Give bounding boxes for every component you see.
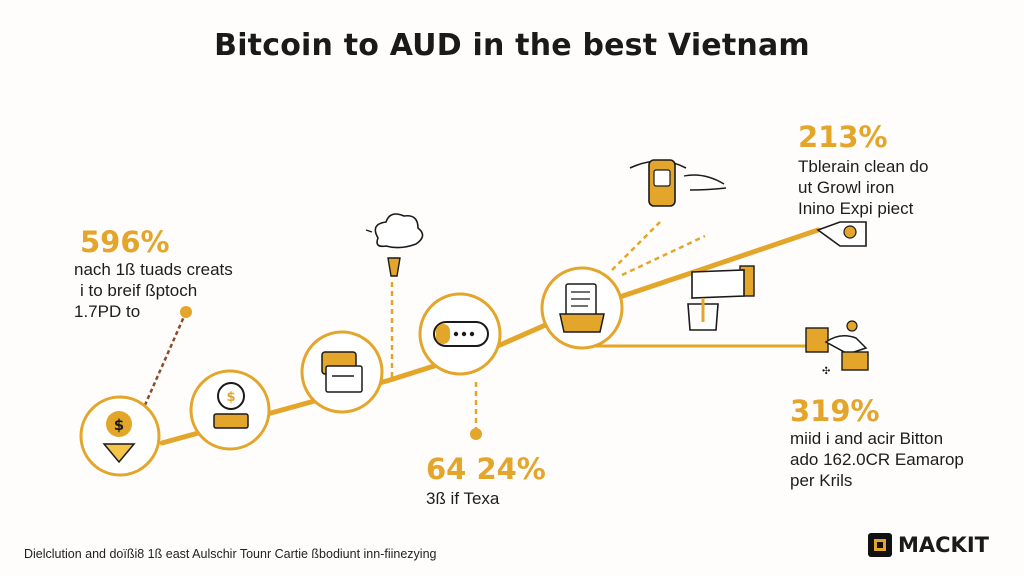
stat-top-right-line-1: Tblerain clean do	[798, 157, 929, 176]
coffee-cup-icon	[687, 265, 755, 331]
chat-card-icon	[418, 292, 502, 376]
stat-top-right-line-3: Inino Expi piect	[798, 199, 914, 218]
dollar-tag-icon: $	[79, 395, 161, 477]
stat-bottom-right-value: 319%	[790, 394, 880, 428]
phone-card-icon	[629, 159, 727, 207]
stat-left-value: 596%	[80, 225, 170, 259]
page-title: Bitcoin to AUD in the best Vietnam	[214, 28, 810, 63]
svg-text:$: $	[114, 416, 124, 434]
stat-left: 596% nach 1ß tuads creats i to breif ßpt…	[74, 225, 233, 322]
connector-phone-b	[621, 234, 706, 277]
stat-bottom-mid: 64 24% 3ß if Texa	[426, 452, 546, 509]
brand-logo: MACKIT	[868, 533, 989, 557]
stat-left-line-1: nach 1ß tuads creats	[74, 260, 233, 279]
stat-bottom-right-line-2: ado 162.0CR Eamarop	[790, 450, 964, 469]
money-bag-icon: $	[189, 369, 271, 451]
handshake-icon	[816, 221, 867, 247]
hand-coin-icon: ✣	[805, 320, 869, 377]
connector-left	[143, 311, 188, 406]
stat-left-line-2: i to breif ßptoch	[80, 281, 198, 300]
document-folder-icon	[540, 266, 624, 350]
connector-bottom-dot	[470, 428, 482, 440]
stat-bottom-mid-value: 64 24%	[426, 452, 546, 486]
brand-name: MACKIT	[898, 533, 989, 557]
svg-text:✣: ✣	[822, 366, 830, 377]
connector-phone-a	[611, 221, 661, 271]
footer-note: Dielclution and doïßi8 1ß east Aulschir …	[24, 547, 437, 561]
brand-mark-icon	[868, 533, 892, 557]
stat-bottom-right-line-3: per Krils	[790, 471, 853, 490]
stat-left-line-3: 1.7PD to	[74, 302, 141, 321]
stat-top-right: 213% Tblerain clean do ut Growl iron Ini…	[798, 120, 928, 219]
stat-bottom-mid-line-1: 3ß if Texa	[426, 489, 500, 508]
lightbulb-icon	[365, 213, 424, 277]
wallet-stack-icon	[300, 330, 384, 414]
stat-bottom-right-line-1: miid i and acir Bitton	[790, 429, 944, 448]
stat-top-right-value: 213%	[798, 120, 888, 154]
stat-top-right-line-2: ut Growl iron	[798, 178, 895, 197]
connector-left-dot	[180, 306, 192, 318]
stat-bottom-right: 319% miid i and acir Bitton ado 162.0CR …	[790, 394, 964, 491]
svg-text:$: $	[226, 390, 235, 405]
